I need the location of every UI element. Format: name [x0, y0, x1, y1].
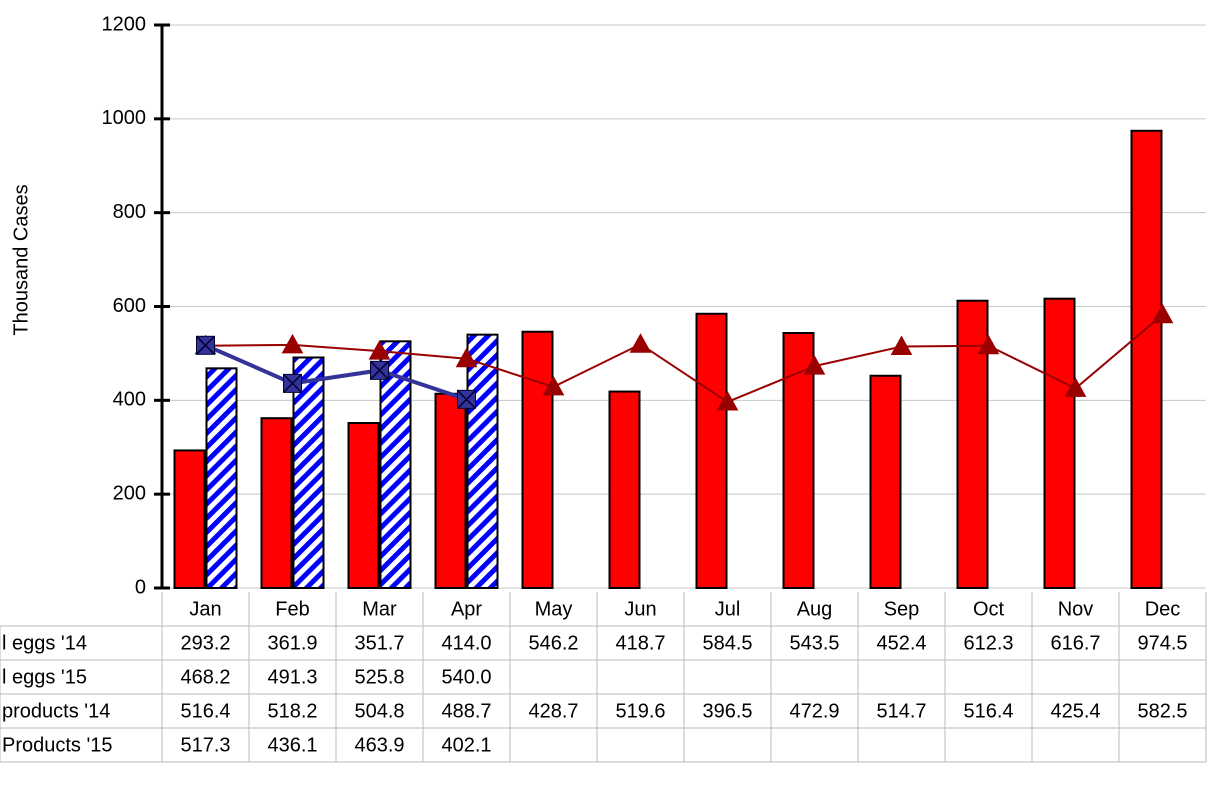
- marker-cross: [282, 373, 303, 393]
- marker: [455, 347, 478, 368]
- bar: [1130, 129, 1163, 589]
- table-value: 540.0: [441, 666, 491, 688]
- marker-cross: [369, 360, 390, 380]
- legend-label: l eggs '14: [2, 632, 87, 654]
- y-tick-label: 1000: [102, 107, 147, 129]
- x-tick-label: Dec: [1145, 598, 1181, 620]
- y-axis-label: Thousand Cases: [10, 184, 32, 335]
- bar: [466, 333, 499, 589]
- x-tick-label: Sep: [884, 598, 920, 620]
- table-value: 516.4: [180, 700, 230, 722]
- bar: [521, 330, 554, 589]
- table-value: 472.9: [789, 700, 839, 722]
- table-value: 436.1: [267, 734, 317, 756]
- x-tick-label: Nov: [1058, 598, 1094, 620]
- x-tick-label: Mar: [362, 598, 397, 620]
- table-value: 491.3: [267, 666, 317, 688]
- table-value: 616.7: [1050, 632, 1100, 654]
- x-tick-label: Aug: [797, 598, 833, 620]
- marker-cross: [195, 335, 216, 355]
- bar: [347, 421, 380, 589]
- marker: [629, 333, 652, 353]
- table-value: 504.8: [354, 700, 404, 722]
- table-value: 396.5: [702, 700, 752, 722]
- table-value: 418.7: [615, 632, 665, 654]
- x-tick-label: Jul: [715, 598, 741, 620]
- marker: [1151, 303, 1174, 324]
- table-value: 425.4: [1050, 700, 1100, 722]
- x-tick-label: Jun: [624, 598, 656, 620]
- table-value: 463.9: [354, 734, 404, 756]
- bar: [173, 449, 206, 589]
- bar: [695, 312, 728, 589]
- table-value: 582.5: [1137, 700, 1187, 722]
- marker: [368, 340, 391, 360]
- table-value: 612.3: [963, 632, 1013, 654]
- table-value: 584.5: [702, 632, 752, 654]
- marker: [890, 335, 913, 356]
- marker-cross: [456, 389, 477, 409]
- x-tick-label: Apr: [451, 598, 482, 620]
- table-value: 468.2: [180, 666, 230, 688]
- table-value: 518.2: [267, 700, 317, 722]
- line: [205, 313, 1164, 404]
- bar: [782, 332, 815, 589]
- marker: [977, 334, 1000, 355]
- bar: [956, 299, 989, 589]
- bar: [434, 392, 467, 590]
- legend-label: products '14: [2, 700, 110, 722]
- table-value: 517.3: [180, 734, 230, 756]
- bar: [1043, 297, 1076, 589]
- x-tick-label: Jan: [189, 598, 221, 620]
- legend-label: Products '15: [2, 734, 113, 756]
- y-tick-label: 200: [113, 482, 146, 504]
- table-value: 488.7: [441, 700, 491, 722]
- x-tick-label: Feb: [275, 598, 309, 620]
- y-tick-label: 400: [113, 389, 146, 411]
- marker: [542, 375, 565, 396]
- bar: [608, 390, 641, 589]
- table-value: 525.8: [354, 666, 404, 688]
- table-value: 514.7: [876, 700, 926, 722]
- bar: [292, 356, 325, 589]
- legend-label: l eggs '15: [2, 666, 87, 688]
- table-value: 293.2: [180, 632, 230, 654]
- marker: [803, 355, 826, 375]
- y-tick-label: 1200: [102, 13, 147, 35]
- x-tick-label: Oct: [973, 598, 1005, 620]
- table-value: 428.7: [528, 700, 578, 722]
- marker: [1064, 377, 1087, 397]
- bar: [379, 340, 412, 589]
- table-value: 516.4: [963, 700, 1013, 722]
- table-value: 546.2: [528, 632, 578, 654]
- table-value: 452.4: [876, 632, 926, 654]
- marker: [281, 333, 304, 354]
- table-value: 361.9: [267, 632, 317, 654]
- table-value: 351.7: [354, 632, 404, 654]
- table-value: 543.5: [789, 632, 839, 654]
- line: [204, 343, 468, 402]
- bar: [205, 367, 238, 590]
- x-tick-label: May: [535, 598, 573, 620]
- table-value: 519.6: [615, 700, 665, 722]
- table-value: 974.5: [1137, 632, 1187, 654]
- table-value: 402.1: [441, 734, 491, 756]
- marker: [716, 390, 739, 411]
- table-value: 414.0: [441, 632, 491, 654]
- y-tick-label: 0: [135, 576, 146, 598]
- y-tick-label: 600: [113, 295, 146, 317]
- y-tick-label: 800: [113, 201, 146, 223]
- bar: [869, 374, 902, 589]
- bar: [260, 417, 293, 589]
